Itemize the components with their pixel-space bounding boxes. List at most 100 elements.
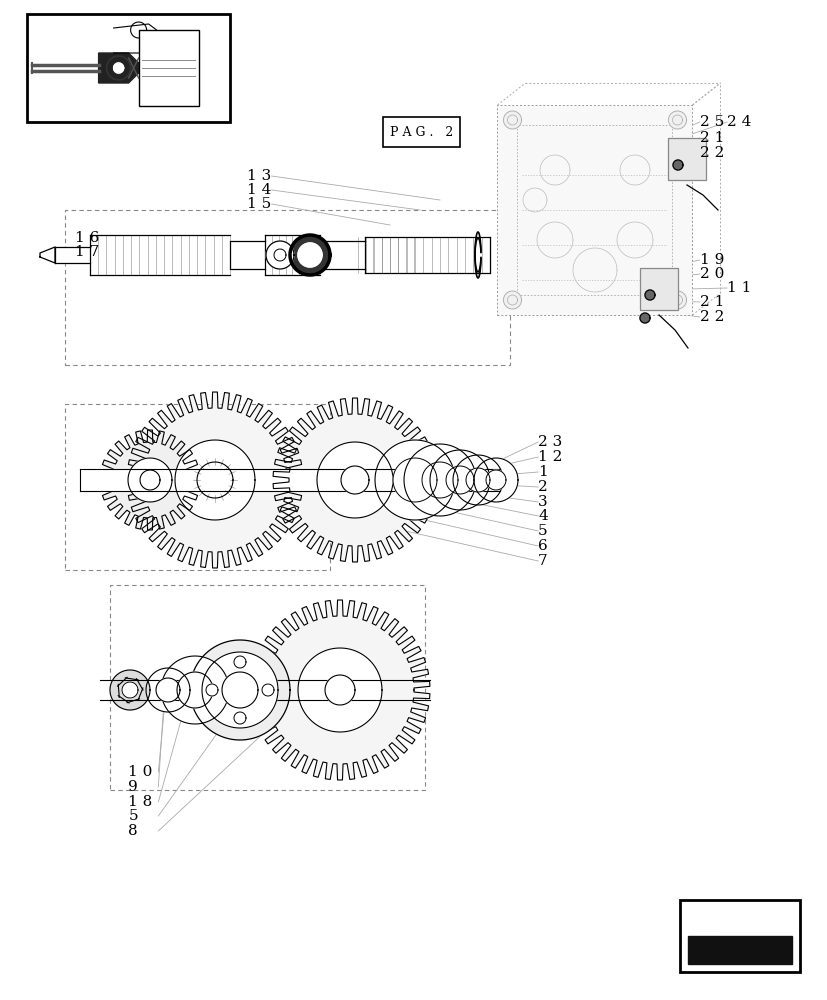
Polygon shape (110, 670, 150, 710)
Polygon shape (100, 430, 199, 530)
Text: 4: 4 (538, 509, 547, 523)
Polygon shape (202, 652, 278, 728)
Text: 2: 2 (538, 480, 547, 494)
Text: 7: 7 (538, 554, 547, 568)
Polygon shape (298, 243, 322, 267)
Text: 1 4: 1 4 (247, 183, 271, 197)
Polygon shape (667, 111, 686, 129)
Text: 5: 5 (128, 809, 138, 823)
Polygon shape (140, 470, 160, 490)
Text: 2 4: 2 4 (726, 115, 750, 129)
Bar (383, 117, 459, 147)
Text: 2 2: 2 2 (699, 310, 723, 324)
Polygon shape (672, 160, 682, 170)
Polygon shape (667, 291, 686, 309)
Polygon shape (319, 241, 365, 269)
Polygon shape (365, 237, 490, 273)
Polygon shape (230, 241, 265, 269)
Polygon shape (261, 684, 274, 696)
Text: 2 2: 2 2 (699, 146, 723, 160)
Polygon shape (265, 241, 294, 269)
Polygon shape (197, 462, 232, 498)
Polygon shape (107, 56, 131, 80)
Polygon shape (317, 442, 393, 518)
Polygon shape (160, 656, 229, 724)
Bar (639, 268, 677, 310)
Polygon shape (537, 222, 572, 258)
Bar (679, 900, 799, 972)
Polygon shape (422, 462, 457, 498)
Polygon shape (687, 936, 791, 964)
Text: 1 6: 1 6 (74, 231, 98, 245)
Polygon shape (446, 466, 473, 494)
Text: 3: 3 (538, 495, 547, 509)
Polygon shape (146, 668, 189, 712)
Polygon shape (80, 469, 500, 491)
Polygon shape (644, 290, 654, 300)
Text: 5: 5 (538, 524, 547, 538)
Polygon shape (325, 675, 355, 705)
Text: 2 1: 2 1 (699, 295, 723, 309)
Polygon shape (234, 656, 246, 668)
Polygon shape (206, 684, 218, 696)
Text: 1 7: 1 7 (74, 245, 98, 259)
Polygon shape (619, 155, 649, 185)
Polygon shape (466, 468, 490, 492)
Text: 2 5: 2 5 (699, 115, 723, 129)
Polygon shape (341, 466, 369, 494)
Polygon shape (273, 398, 437, 562)
Polygon shape (429, 450, 490, 510)
Polygon shape (174, 440, 255, 520)
Polygon shape (404, 444, 476, 516)
Text: 1 2: 1 2 (538, 450, 562, 464)
Polygon shape (485, 470, 505, 490)
Polygon shape (250, 600, 429, 780)
Text: 1 3: 1 3 (247, 169, 271, 183)
Text: P A G .   2: P A G . 2 (390, 126, 452, 139)
Polygon shape (55, 247, 90, 263)
Bar (138, 30, 199, 106)
Polygon shape (177, 672, 213, 708)
Text: 1 1: 1 1 (726, 281, 750, 295)
Polygon shape (90, 235, 230, 275)
Polygon shape (40, 247, 55, 263)
Polygon shape (639, 313, 649, 323)
Polygon shape (452, 455, 502, 505)
Polygon shape (189, 640, 289, 740)
Polygon shape (127, 392, 303, 568)
Polygon shape (393, 458, 437, 502)
Polygon shape (155, 678, 179, 702)
Polygon shape (222, 672, 258, 708)
Bar (27, 14, 230, 122)
Polygon shape (539, 155, 569, 185)
Polygon shape (289, 235, 330, 275)
Polygon shape (503, 291, 521, 309)
Polygon shape (572, 248, 616, 292)
Polygon shape (298, 648, 381, 732)
Text: 9: 9 (128, 780, 138, 794)
Bar (667, 138, 705, 180)
Polygon shape (128, 458, 172, 502)
Polygon shape (122, 682, 138, 698)
Text: 2 1: 2 1 (699, 131, 723, 145)
Polygon shape (113, 63, 123, 73)
Text: 1: 1 (538, 465, 547, 479)
Text: 1 9: 1 9 (699, 253, 723, 267)
Polygon shape (375, 440, 455, 520)
Polygon shape (616, 222, 653, 258)
Text: 2 3: 2 3 (538, 435, 562, 449)
Polygon shape (265, 235, 319, 275)
Text: 1 8: 1 8 (128, 795, 152, 809)
Text: 2 0: 2 0 (699, 267, 723, 281)
Text: 1 0: 1 0 (128, 765, 152, 779)
Polygon shape (473, 458, 518, 502)
Text: 8: 8 (128, 824, 138, 838)
Text: 1 5: 1 5 (247, 197, 271, 211)
Polygon shape (523, 188, 547, 212)
Bar (517, 125, 672, 295)
Bar (497, 105, 691, 315)
Polygon shape (98, 53, 138, 83)
Polygon shape (503, 111, 521, 129)
Text: 6: 6 (538, 539, 547, 553)
Polygon shape (234, 712, 246, 724)
